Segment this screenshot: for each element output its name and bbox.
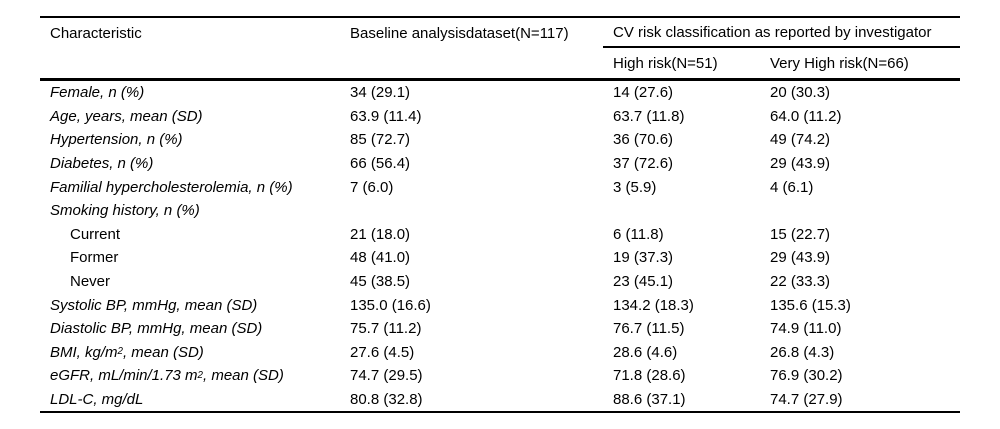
table-row-female: Female, n (%) 34 (29.1) 14 (27.6) 20 (30…	[40, 81, 960, 105]
very-high-risk-value: 135.6 (15.3)	[770, 296, 851, 314]
baseline-value: 74.7 (29.5)	[350, 367, 423, 385]
very-high-risk-value: 20 (30.3)	[770, 84, 831, 102]
baseline-value: 34 (29.1)	[350, 84, 411, 102]
row-label-text: BMI, kg/m	[50, 343, 118, 361]
table-row-hypertension: Hypertension, n (%) 85 (72.7) 36 (70.6) …	[40, 128, 960, 152]
high-risk-value	[603, 199, 760, 223]
characteristic-column-header: Characteristic	[50, 24, 142, 42]
row-label: Familial hypercholesterolemia, n (%)	[50, 178, 293, 196]
very-high-risk-column-header: Very High risk(N=66)	[770, 54, 909, 72]
very-high-risk-value: 76.9 (30.2)	[770, 367, 843, 385]
table-row-smoking-history: Smoking history, n (%)	[40, 199, 960, 223]
table-body: Female, n (%) 34 (29.1) 14 (27.6) 20 (30…	[40, 81, 960, 414]
row-label: Current	[70, 225, 121, 243]
baseline-column-header: Baseline analysisdataset(N=117)	[350, 24, 569, 42]
very-high-risk-value: 15 (22.7)	[770, 225, 831, 243]
table-row-smoking-current: Current 21 (18.0) 6 (11.8) 15 (22.7)	[40, 223, 960, 247]
row-label: BMI, kg/m 2, mean (SD)	[50, 343, 204, 361]
header-row-2: High risk(N=51) Very High risk(N=66)	[40, 48, 960, 78]
baseline-value: 135.0 (16.6)	[350, 296, 431, 314]
baseline-value: 48 (41.0)	[350, 249, 411, 267]
high-risk-value: 37 (72.6)	[613, 155, 674, 173]
row-label: Diastolic BP, mmHg, mean (SD)	[50, 320, 263, 338]
very-high-risk-value: 74.7 (27.9)	[770, 391, 843, 409]
row-label-text: eGFR, mL/min/1.73 m	[50, 367, 198, 385]
row-label: LDL-C, mg/dL	[50, 391, 144, 409]
row-label: Diabetes, n (%)	[50, 155, 154, 173]
high-risk-value: 36 (70.6)	[613, 131, 674, 149]
very-high-risk-value: 29 (43.9)	[770, 155, 831, 173]
table-row-smoking-former: Former 48 (41.0) 19 (37.3) 29 (43.9)	[40, 246, 960, 270]
baseline-value: 7 (6.0)	[350, 178, 394, 196]
table-row-diabetes: Diabetes, n (%) 66 (56.4) 37 (72.6) 29 (…	[40, 152, 960, 176]
baseline-value: 63.9 (11.4)	[350, 107, 422, 125]
high-risk-value: 19 (37.3)	[613, 249, 674, 267]
baseline-value: 66 (56.4)	[350, 155, 411, 173]
row-label: Never	[70, 273, 111, 291]
row-label-text: , mean (SD)	[122, 343, 204, 361]
baseline-value: 75.7 (11.2)	[350, 320, 422, 338]
very-high-risk-value: 29 (43.9)	[770, 249, 831, 267]
high-risk-column-header: High risk(N=51)	[613, 54, 718, 72]
table-row-smoking-never: Never 45 (38.5) 23 (45.1) 22 (33.3)	[40, 270, 960, 294]
high-risk-value: 14 (27.6)	[613, 84, 674, 102]
very-high-risk-value: 49 (74.2)	[770, 131, 831, 149]
header-row-1: Characteristic Baseline analysisdataset(…	[40, 18, 960, 48]
high-risk-value: 63.7 (11.8)	[613, 107, 685, 125]
high-risk-value: 71.8 (28.6)	[613, 367, 686, 385]
row-label: Former	[70, 249, 119, 267]
very-high-risk-value: 26.8 (4.3)	[770, 343, 835, 361]
empty-header-cell	[40, 48, 340, 78]
empty-header-cell	[340, 48, 603, 78]
row-label: Hypertension, n (%)	[50, 131, 183, 149]
high-risk-value: 6 (11.8)	[613, 225, 664, 243]
row-label: Age, years, mean (SD)	[50, 107, 203, 125]
row-label: Smoking history, n (%)	[50, 202, 200, 220]
very-high-risk-value: 22 (33.3)	[770, 273, 831, 291]
high-risk-value: 3 (5.9)	[613, 178, 657, 196]
baseline-value: 27.6 (4.5)	[350, 343, 415, 361]
high-risk-value: 23 (45.1)	[613, 273, 674, 291]
table-row-bmi: BMI, kg/m 2, mean (SD) 27.6 (4.5) 28.6 (4…	[40, 341, 960, 365]
high-risk-value: 76.7 (11.5)	[613, 320, 685, 338]
table-row-systolic-bp: Systolic BP, mmHg, mean (SD) 135.0 (16.6…	[40, 293, 960, 317]
row-label: Systolic BP, mmHg, mean (SD)	[50, 296, 258, 314]
very-high-risk-value: 64.0 (11.2)	[770, 107, 842, 125]
baseline-value: 45 (38.5)	[350, 273, 411, 291]
high-risk-value: 134.2 (18.3)	[613, 296, 694, 314]
very-high-risk-value: 74.9 (11.0)	[770, 320, 842, 338]
baseline-value: 80.8 (32.8)	[350, 391, 423, 409]
very-high-risk-value	[760, 199, 960, 223]
cv-risk-group-header: CV risk classification as reported by in…	[603, 18, 960, 48]
high-risk-value: 28.6 (4.6)	[613, 343, 678, 361]
baseline-value: 21 (18.0)	[350, 225, 411, 243]
table-header: Characteristic Baseline analysisdataset(…	[40, 18, 960, 81]
table-row-diastolic-bp: Diastolic BP, mmHg, mean (SD) 75.7 (11.2…	[40, 317, 960, 341]
row-label-text: , mean (SD)	[202, 367, 284, 385]
baseline-value: 85 (72.7)	[350, 131, 411, 149]
baseline-value	[340, 199, 603, 223]
table-row-familial-hypercholesterolemia: Familial hypercholesterolemia, n (%) 7 (…	[40, 175, 960, 199]
table-row-ldl-c: LDL-C, mg/dL 80.8 (32.8) 88.6 (37.1) 74.…	[40, 388, 960, 412]
baseline-characteristics-table: Characteristic Baseline analysisdataset(…	[40, 16, 960, 414]
table-row-age: Age, years, mean (SD) 63.9 (11.4) 63.7 (…	[40, 105, 960, 129]
row-label: Female, n (%)	[50, 84, 145, 102]
very-high-risk-value: 4 (6.1)	[770, 178, 814, 196]
high-risk-value: 88.6 (37.1)	[613, 391, 686, 409]
